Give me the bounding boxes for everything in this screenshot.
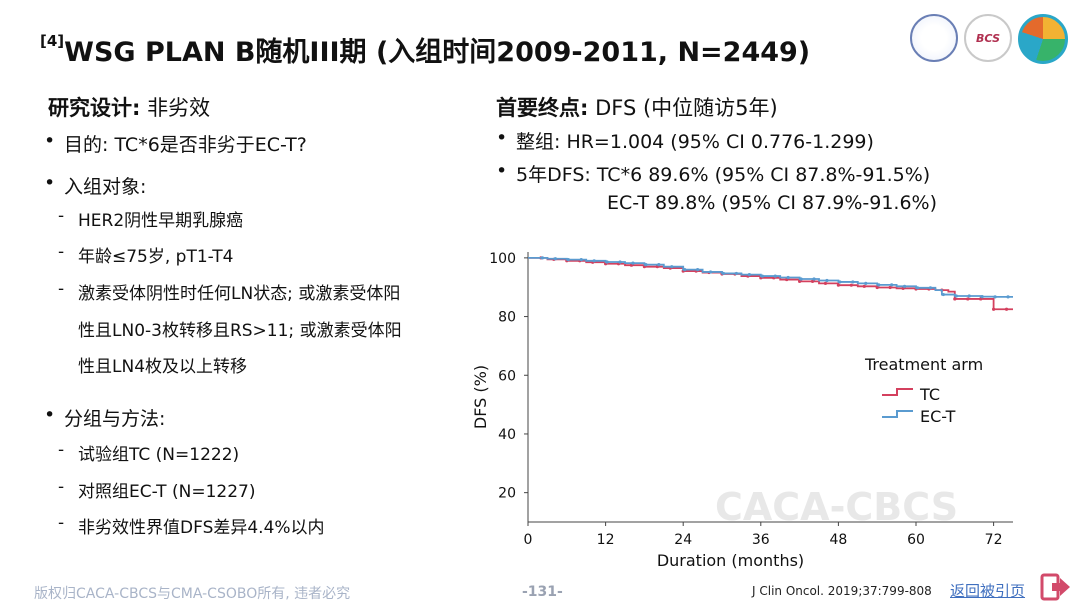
censor-mark <box>849 283 853 287</box>
x-tick-label: 48 <box>829 532 847 548</box>
hr-bullet: 整组: HR=1.004 (95% CI 0.776-1.299) <box>496 127 874 154</box>
purpose-bullet: 目的: TC*6是否非劣于EC-T? <box>44 130 307 157</box>
censor-mark <box>812 277 816 281</box>
reference-marker: [4] <box>40 32 65 50</box>
population-item: - 激素受体阴性时任何LN状态; 或激素受体阳 <box>58 279 401 304</box>
methods-item: - 试验组TC (N=1222) <box>58 440 240 465</box>
methods-bullet: 分组与方法: <box>44 404 165 431</box>
population-item-cont: 性且LN4枚及以上转移 <box>78 357 248 377</box>
censor-mark <box>902 284 907 288</box>
censor-mark <box>838 280 842 284</box>
legend-label-ec-t: EC-T <box>920 407 956 426</box>
censor-mark <box>825 278 829 283</box>
censor-mark <box>979 297 983 301</box>
censor-mark <box>696 268 700 272</box>
x-tick-label: 24 <box>674 532 692 548</box>
censor-mark <box>993 295 997 299</box>
censor-mark <box>683 268 687 272</box>
censor-mark <box>760 274 764 278</box>
bcs-logo-icon: BCS <box>964 14 1012 62</box>
censor-mark <box>579 258 583 262</box>
population-item: - HER2阴性早期乳腺癌 <box>58 206 244 231</box>
censor-mark <box>953 297 957 301</box>
censor-mark <box>670 265 674 269</box>
censor-mark <box>875 285 879 290</box>
y-tick-label: 80 <box>498 310 516 326</box>
endpoint-heading: 首要终点: DFS (中位随访5年) <box>496 96 778 120</box>
x-tick-label: 60 <box>907 532 925 548</box>
censor-mark <box>966 297 970 301</box>
title-text: WSG PLAN B随机III期 (入组时间2009-2011, N=2449) <box>64 37 811 68</box>
censor-mark <box>851 280 855 284</box>
copyright-notice: 版权归CACA-CBCS与CMA-CSOBO所有, 违者必究 <box>34 586 351 602</box>
censor-mark <box>773 274 777 278</box>
legend-swatch-tc <box>882 388 913 396</box>
censor-mark <box>605 260 609 264</box>
legend-title: Treatment arm <box>864 355 983 374</box>
censor-mark <box>786 275 790 280</box>
x-axis-label: Duration (months) <box>657 551 804 570</box>
arrow-exit-icon[interactable] <box>1040 572 1072 602</box>
censor-mark <box>992 307 996 311</box>
association-logo-icon <box>910 14 958 62</box>
y-tick-label: 20 <box>498 486 516 502</box>
censor-mark <box>941 292 945 297</box>
legend-swatch-ec-t <box>882 410 913 418</box>
y-tick-label: 100 <box>489 251 516 267</box>
methods-item: - 对照组EC-T (N=1227) <box>58 477 256 502</box>
censor-mark <box>657 263 661 267</box>
censor-mark <box>631 261 635 265</box>
x-tick-label: 12 <box>597 532 615 548</box>
censor-mark <box>836 283 840 287</box>
censor-mark <box>890 283 894 287</box>
y-tick-label: 40 <box>498 427 516 443</box>
censor-mark <box>553 257 557 261</box>
logo-group: BCS <box>910 14 1068 64</box>
censor-mark <box>721 271 726 276</box>
population-item-cont: 性且LN0-3枚转移且RS>11; 或激素受体阳 <box>78 321 402 341</box>
csobo-logo-icon <box>1018 14 1068 64</box>
censor-mark <box>877 283 881 287</box>
x-tick-label: 72 <box>985 532 1003 548</box>
x-tick-label: 0 <box>524 532 533 548</box>
censor-mark <box>823 281 828 286</box>
censor-mark <box>798 279 802 283</box>
censor-mark <box>954 294 958 298</box>
population-item: - 年龄≤75岁, pT1-T4 <box>58 242 234 267</box>
censor-mark <box>708 270 713 274</box>
censor-mark <box>644 263 648 267</box>
censor-mark <box>734 271 739 276</box>
page-number: -131- <box>522 584 563 600</box>
censor-mark <box>967 294 971 298</box>
censor-mark <box>862 284 866 288</box>
censor-mark <box>747 272 751 277</box>
design-heading: 研究设计: 非劣效 <box>48 96 211 120</box>
censor-mark <box>928 286 933 290</box>
censor-mark <box>566 258 570 262</box>
population-bullet: 入组对象: <box>44 172 147 199</box>
censor-mark <box>1006 295 1010 299</box>
dfs-ect-line: EC-T 89.8% (95% CI 87.9%-91.6%) <box>607 192 938 214</box>
methods-item: - 非劣效性界值DFS差异4.4%以内 <box>58 513 325 538</box>
censor-mark <box>888 285 892 290</box>
back-link[interactable]: 返回被引页 <box>950 582 1026 600</box>
censor-mark <box>799 277 803 281</box>
series-line-tc <box>528 256 1013 311</box>
censor-mark <box>915 286 920 290</box>
x-tick-label: 36 <box>752 532 770 548</box>
slide-title: [4]WSG PLAN B随机III期 (入组时间2009-2011, N=24… <box>40 30 810 69</box>
censor-mark <box>592 259 596 263</box>
citation: J Clin Oncol. 2019;37:799-808 <box>752 584 932 598</box>
dfs-bullet: 5年DFS: TC*6 89.6% (95% CI 87.8%-91.5%) <box>496 160 930 187</box>
censor-mark <box>810 279 815 283</box>
censor-mark <box>864 281 868 286</box>
y-tick-label: 60 <box>498 368 516 384</box>
y-axis-label: DFS (%) <box>471 365 490 429</box>
censor-mark <box>980 295 984 299</box>
censor-mark <box>618 260 622 264</box>
censor-mark <box>1004 307 1009 311</box>
censor-mark <box>540 256 545 260</box>
legend-label-tc: TC <box>919 385 940 404</box>
